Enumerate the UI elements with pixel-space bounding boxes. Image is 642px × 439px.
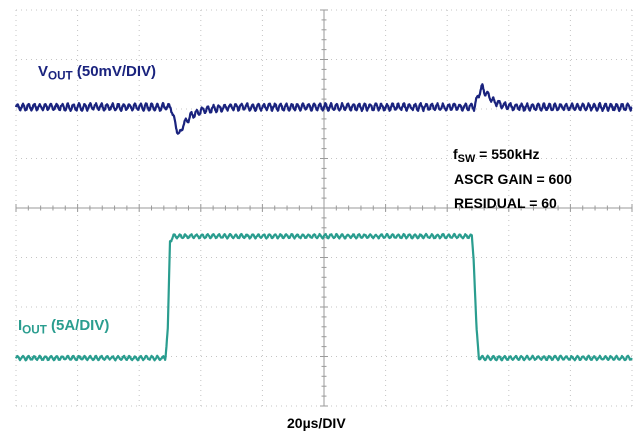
iout-label-sub: OUT xyxy=(22,323,47,337)
scope-traces xyxy=(14,83,633,362)
time-per-div-label: 20µs/DIV xyxy=(287,415,346,431)
vout-label-scale: (50mV/DIV) xyxy=(72,63,157,80)
vout-label-sub: OUT xyxy=(48,69,73,83)
scope-grid xyxy=(15,9,633,407)
vout-label-main: V xyxy=(38,63,49,80)
fsw-sub: SW xyxy=(457,153,476,166)
vout-trace xyxy=(14,83,633,135)
iout-trace xyxy=(14,232,633,362)
residual-annotation: RESIDUAL = 60 xyxy=(454,195,557,211)
fsw-value: = 550kHz xyxy=(475,146,540,162)
iout-label-scale: (5A/DIV) xyxy=(46,317,110,334)
fsw-prefix: f xyxy=(453,146,458,162)
fsw-annotation: fSW = 550kHz xyxy=(453,147,539,165)
iout-label: IOUT (5A/DIV) xyxy=(18,318,109,336)
iout-label-main: I xyxy=(18,317,23,334)
ascr-gain-annotation: ASCR GAIN = 600 xyxy=(454,171,572,187)
vout-label: VOUT (50mV/DIV) xyxy=(38,64,156,82)
